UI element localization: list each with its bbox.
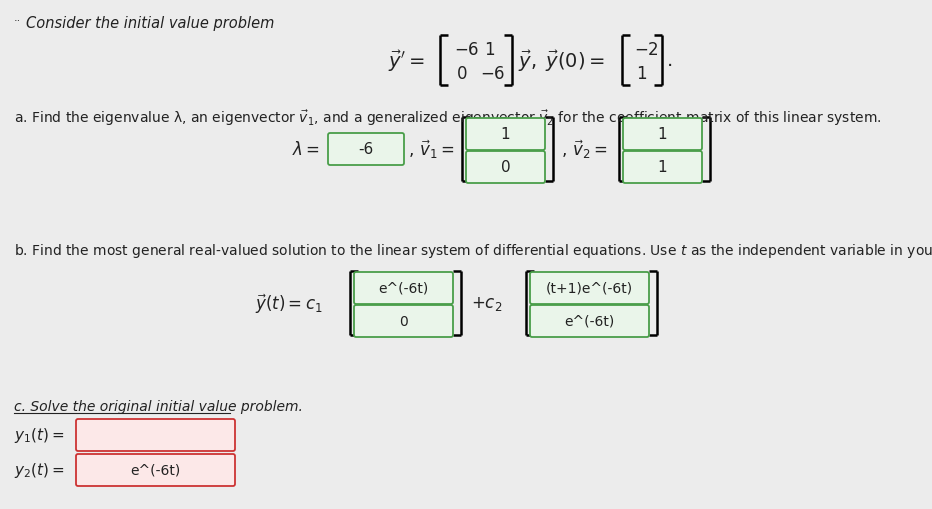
Text: $-2$: $-2$ bbox=[634, 41, 659, 59]
Text: 0: 0 bbox=[500, 160, 511, 175]
Text: c. Solve the original initial value problem.: c. Solve the original initial value prob… bbox=[14, 399, 303, 413]
FancyBboxPatch shape bbox=[530, 305, 649, 337]
Text: $+ c_2$: $+ c_2$ bbox=[471, 294, 502, 313]
FancyBboxPatch shape bbox=[623, 119, 702, 151]
Text: b. Find the most general real-valued solution to the linear system of differenti: b. Find the most general real-valued sol… bbox=[14, 242, 932, 260]
Text: $1$: $1$ bbox=[636, 65, 647, 83]
Text: e^(-6t): e^(-6t) bbox=[565, 315, 614, 328]
Text: $y_1(t) = $: $y_1(t) = $ bbox=[14, 426, 64, 445]
Text: $\vec{y}(0) = $: $\vec{y}(0) = $ bbox=[545, 48, 605, 73]
FancyBboxPatch shape bbox=[76, 454, 235, 486]
Text: $1$: $1$ bbox=[484, 41, 495, 59]
FancyBboxPatch shape bbox=[530, 272, 649, 304]
FancyBboxPatch shape bbox=[328, 134, 404, 165]
Text: $-6$: $-6$ bbox=[454, 41, 479, 59]
FancyBboxPatch shape bbox=[354, 305, 453, 337]
Text: 1: 1 bbox=[658, 160, 667, 175]
Text: (t+1)e^(-6t): (t+1)e^(-6t) bbox=[546, 281, 633, 295]
Text: e^(-6t): e^(-6t) bbox=[130, 463, 181, 477]
Text: $, \, \vec{v}_1 = $: $, \, \vec{v}_1 = $ bbox=[408, 138, 455, 161]
Text: $.$: $.$ bbox=[666, 51, 672, 70]
Text: $\vec{y}(t) = c_1$: $\vec{y}(t) = c_1$ bbox=[255, 292, 322, 315]
Text: $, \, \vec{v}_2 = $: $, \, \vec{v}_2 = $ bbox=[561, 138, 608, 161]
Text: 1: 1 bbox=[500, 127, 511, 142]
Text: 1: 1 bbox=[658, 127, 667, 142]
Text: $\vec{y}' = $: $\vec{y}' = $ bbox=[388, 48, 425, 73]
Text: Consider the initial value problem: Consider the initial value problem bbox=[26, 16, 274, 31]
FancyBboxPatch shape bbox=[466, 152, 545, 184]
Text: e^(-6t): e^(-6t) bbox=[378, 281, 429, 295]
Text: $0$: $0$ bbox=[456, 65, 468, 83]
FancyBboxPatch shape bbox=[623, 152, 702, 184]
FancyBboxPatch shape bbox=[466, 119, 545, 151]
Text: $y_2(t) = $: $y_2(t) = $ bbox=[14, 461, 64, 479]
Text: $-6$: $-6$ bbox=[480, 65, 505, 83]
Text: ··: ·· bbox=[14, 16, 21, 26]
FancyBboxPatch shape bbox=[76, 419, 235, 451]
Text: $\vec{y},$: $\vec{y},$ bbox=[518, 48, 536, 73]
Text: 0: 0 bbox=[399, 315, 408, 328]
Text: $\lambda = $: $\lambda = $ bbox=[292, 140, 320, 159]
Text: a. Find the eigenvalue λ, an eigenvector $\vec{v}_1$, and a generalized eigenvec: a. Find the eigenvalue λ, an eigenvector… bbox=[14, 108, 882, 127]
FancyBboxPatch shape bbox=[354, 272, 453, 304]
Text: -6: -6 bbox=[359, 142, 374, 157]
